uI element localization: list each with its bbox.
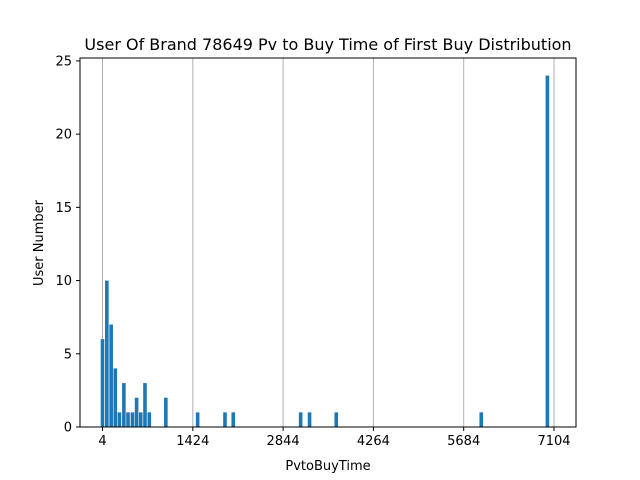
bar: [223, 412, 227, 427]
x-tick-label: 4: [98, 434, 106, 449]
bar: [307, 412, 312, 427]
bar: [298, 412, 303, 427]
bar: [117, 412, 122, 427]
x-tick-label: 1424: [176, 434, 209, 449]
y-tick-label: 5: [64, 347, 72, 362]
bar: [164, 397, 168, 427]
plot-frame: [79, 57, 577, 428]
y-tick-label: 0: [64, 421, 72, 436]
bar: [134, 397, 139, 427]
bar: [109, 324, 113, 427]
x-tick-label: 7104: [537, 434, 570, 449]
y-tick-label: 15: [55, 201, 72, 216]
bar: [100, 339, 105, 427]
y-tick-label: 25: [55, 54, 72, 69]
y-tick-label: 10: [55, 274, 72, 289]
bar: [126, 412, 130, 427]
bar: [479, 412, 484, 427]
y-tick-label: 20: [55, 128, 72, 143]
x-tick-label: 4264: [357, 434, 390, 449]
x-axis: 4 1424 2844 4264 5684 7104: [98, 427, 571, 449]
bar: [195, 412, 200, 427]
bars: [100, 75, 550, 428]
bar: [138, 412, 143, 427]
bar: [122, 383, 126, 427]
bar: [113, 368, 118, 427]
bar: [231, 412, 236, 427]
x-tick-label: 2844: [267, 434, 300, 449]
bar: [147, 412, 152, 427]
bar: [143, 383, 147, 427]
bar: [105, 280, 109, 427]
y-axis: 0 5 10 15 20 25: [55, 54, 80, 436]
chart-title: User Of Brand 78649 Pv to Buy Time of Fi…: [84, 35, 571, 54]
x-tick-label: 5684: [447, 434, 480, 449]
bar: [334, 412, 339, 427]
bar: [130, 412, 135, 427]
y-axis-label: User Number: [32, 199, 47, 286]
x-axis-label: PvtoBuyTime: [285, 459, 370, 474]
bar: [545, 75, 550, 428]
grid-lines: [102, 58, 555, 427]
